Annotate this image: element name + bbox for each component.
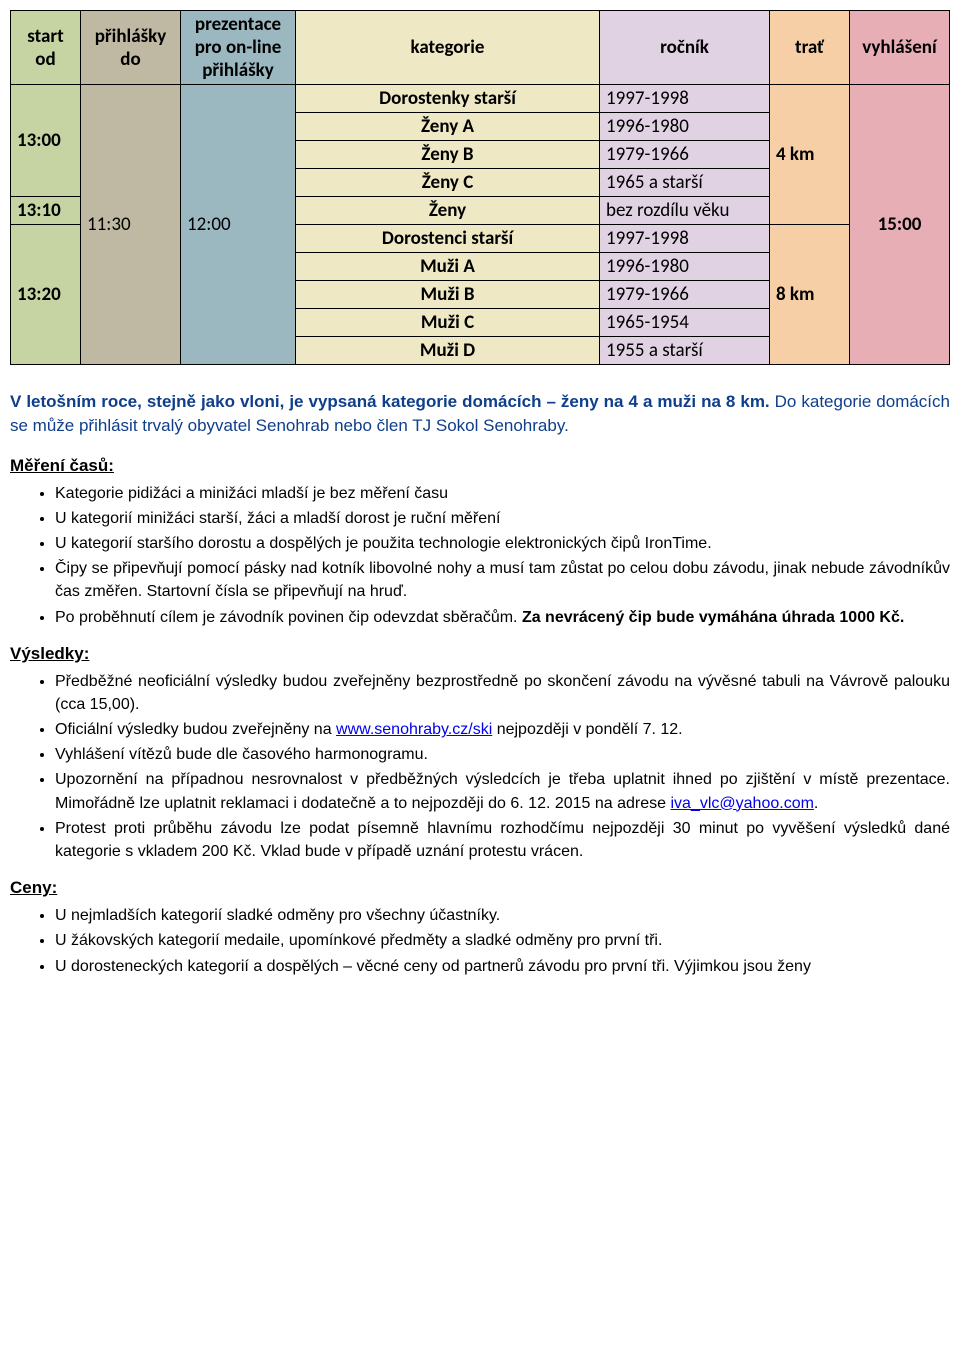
list-item: U nejmladších kategorií sladké odměny pr… (55, 904, 950, 927)
section-title-mereni: Měření časů: (10, 456, 950, 476)
table-cell: 11:30 (81, 85, 181, 365)
table-cell: Dorostenci starší (296, 225, 600, 253)
list-item: U žákovských kategorií medaile, upomínko… (55, 929, 950, 952)
table-cell: 8 km (770, 225, 850, 365)
table-cell: 13:00 (11, 85, 81, 197)
intro-bold: V letošním roce, stejně jako vloni, je v… (10, 392, 770, 411)
table-cell: Muži A (296, 253, 600, 281)
th-trat: trať (770, 11, 850, 85)
table-cell: 13:20 (11, 225, 81, 365)
section-mereni: Měření časů: Kategorie pidižáci a minižá… (10, 456, 950, 629)
section-title-vysledky: Výsledky: (10, 644, 950, 664)
list-item: Vyhlášení vítězů bude dle časového harmo… (55, 743, 950, 766)
table-cell: Muži C (296, 309, 600, 337)
list-item: U dorosteneckých kategorií a dospělých –… (55, 955, 950, 978)
link[interactable]: www.senohraby.cz/ski (336, 721, 492, 738)
table-cell: 15:00 (850, 85, 950, 365)
table-cell: 1955 a starší (600, 337, 770, 365)
table-cell: Muži D (296, 337, 600, 365)
th-kategorie: kategorie (296, 11, 600, 85)
list-item: Po proběhnutí cílem je závodník povinen … (55, 606, 950, 629)
table-cell: 1997-1998 (600, 85, 770, 113)
table-cell: Dorostenky starší (296, 85, 600, 113)
table-cell: bez rozdílu věku (600, 197, 770, 225)
intro-paragraph: V letošním roce, stejně jako vloni, je v… (10, 390, 950, 438)
table-cell: 1965-1954 (600, 309, 770, 337)
table-cell: 1965 a starší (600, 169, 770, 197)
bold-text: Za nevrácený čip bude vymáhána úhrada 10… (522, 609, 904, 626)
table-cell: 1997-1998 (600, 225, 770, 253)
list-vysledky: Předběžné neoficiální výsledky budou zve… (10, 670, 950, 864)
table-cell: Ženy (296, 197, 600, 225)
list-item: Čipy se připevňují pomocí pásky nad kotn… (55, 557, 950, 603)
list-item: U kategorií minižáci starší, žáci a mlad… (55, 507, 950, 530)
table-cell: 1979-1966 (600, 141, 770, 169)
link[interactable]: iva_vlc@yahoo.com (671, 795, 814, 812)
table-cell: Muži B (296, 281, 600, 309)
section-ceny: Ceny: U nejmladších kategorií sladké odm… (10, 878, 950, 978)
list-item: Protest proti průběhu závodu lze podat p… (55, 817, 950, 863)
header-row: start od přihlášky do prezentace pro on-… (11, 11, 950, 85)
table-cell: Ženy C (296, 169, 600, 197)
schedule-table: start od přihlášky do prezentace pro on-… (10, 10, 950, 365)
table-cell: 1979-1966 (600, 281, 770, 309)
list-ceny: U nejmladších kategorií sladké odměny pr… (10, 904, 950, 978)
table-cell: 1996-1980 (600, 113, 770, 141)
table-cell: 4 km (770, 85, 850, 225)
table-cell: Ženy B (296, 141, 600, 169)
th-rocnik: ročník (600, 11, 770, 85)
table-cell: 13:10 (11, 197, 81, 225)
section-vysledky: Výsledky: Předběžné neoficiální výsledky… (10, 644, 950, 864)
list-mereni: Kategorie pidižáci a minižáci mladší je … (10, 482, 950, 629)
list-item: U kategorií staršího dorostu a dospělých… (55, 532, 950, 555)
list-item: Předběžné neoficiální výsledky budou zve… (55, 670, 950, 716)
th-vyhlaseni: vyhlášení (850, 11, 950, 85)
section-title-ceny: Ceny: (10, 878, 950, 898)
list-item: Upozornění na případnou nesrovnalost v p… (55, 768, 950, 814)
table-cell: Ženy A (296, 113, 600, 141)
list-item: Oficiální výsledky budou zveřejněny na w… (55, 718, 950, 741)
list-item: Kategorie pidižáci a minižáci mladší je … (55, 482, 950, 505)
table-cell: 12:00 (181, 85, 296, 365)
th-prihlasky: přihlášky do (81, 11, 181, 85)
th-start: start od (11, 11, 81, 85)
table-cell: 1996-1980 (600, 253, 770, 281)
table-row: 13:0011:3012:00Dorostenky starší1997-199… (11, 85, 950, 113)
th-prezentace: prezentace pro on-line přihlášky (181, 11, 296, 85)
